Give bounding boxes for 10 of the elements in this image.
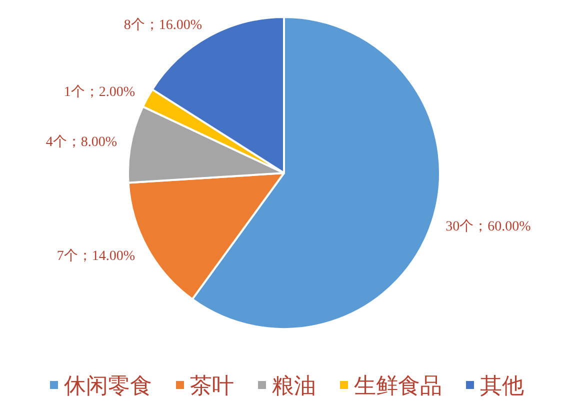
data-label: 4个；8.00% <box>46 134 118 150</box>
data-label: 1个；2.00% <box>64 84 136 100</box>
legend-label: 粮油 <box>272 373 316 398</box>
data-label: 7个；14.00% <box>56 248 136 264</box>
legend-label: 生鲜食品 <box>354 373 442 398</box>
data-label: 8个；16.00% <box>124 17 202 34</box>
data-label: 30个；60.00% <box>446 218 532 235</box>
legend-label: 其他 <box>480 373 524 398</box>
legend-label: 休闲零食 <box>64 373 152 398</box>
legend-label: 茶叶 <box>190 373 234 398</box>
